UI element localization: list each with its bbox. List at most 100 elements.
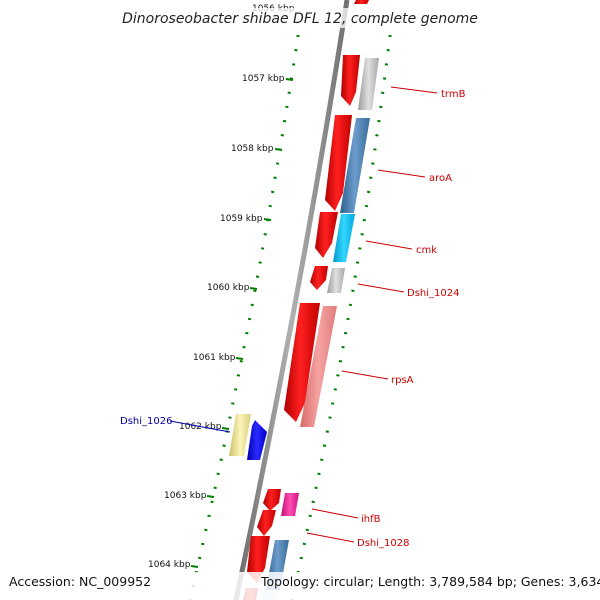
- cds-arrow: [263, 489, 281, 511]
- cds-arrow: [315, 212, 338, 258]
- scale-tick: [320, 458, 324, 461]
- scale-tick: [338, 360, 343, 363]
- scale-tick: [258, 261, 262, 264]
- scale-tick: [247, 317, 252, 321]
- scale-tick: [311, 500, 315, 504]
- scale-tick: [201, 542, 205, 546]
- scale-ticks-inner: [188, 34, 300, 600]
- scale-tick: [302, 542, 307, 546]
- scale-tick: [336, 374, 340, 377]
- gene-label-dshi1024: Dshi_1024: [407, 288, 459, 299]
- gene-label-dshi1028: Dshi_1028: [357, 538, 409, 549]
- topology-text: Topology: circular; Length: 3,789,584 bp…: [260, 574, 600, 589]
- gene-bar-trmB: [358, 58, 379, 110]
- scale-tick: [322, 444, 327, 447]
- scale-tick: [263, 233, 267, 236]
- kbp-label: 1058 kbp: [231, 144, 274, 154]
- scale-tick: [204, 528, 208, 532]
- scale-tick: [299, 556, 303, 560]
- scale-tick: [242, 345, 246, 349]
- leader-dshi1024: [357, 283, 405, 293]
- scale-tick: [346, 317, 350, 321]
- scale-tick: [275, 162, 280, 165]
- scale-tick: [233, 388, 238, 391]
- scale-tick: [362, 218, 366, 222]
- cds-features: [243, 0, 369, 600]
- cds-arrow: [257, 510, 276, 536]
- scale-tick: [280, 134, 284, 137]
- scale-tick: [261, 247, 265, 250]
- scale-tick: [305, 528, 309, 532]
- scale-tick: [228, 416, 232, 419]
- cds-arrow: [341, 55, 360, 106]
- scale-tick: [325, 430, 329, 433]
- scale-tick: [317, 472, 321, 476]
- leader-trmB: [390, 86, 438, 94]
- gene-label-cmk: cmk: [416, 245, 437, 256]
- gene-bar-cmk: [333, 214, 355, 262]
- scale-tick: [255, 275, 260, 278]
- scale-tick: [289, 77, 294, 80]
- leader-rpsA: [341, 370, 389, 380]
- scale-tick: [308, 514, 312, 518]
- cds-arrow: [325, 115, 352, 211]
- scale-tick: [207, 514, 211, 518]
- scale-tick: [282, 119, 287, 123]
- scale-tick: [285, 105, 289, 109]
- scale-tick: [358, 247, 362, 250]
- kbp-label: 1059 kbp: [220, 214, 263, 224]
- scale-tick: [253, 289, 257, 293]
- scale-tick: [328, 416, 332, 419]
- cds-arrow: [284, 303, 320, 422]
- gene-bar-rpsA: [300, 306, 337, 427]
- gene-label-dshi1026: Dshi_1026: [120, 416, 172, 427]
- gene-label-rpsA: rpsA: [391, 375, 414, 386]
- kbp-label: 1060 kbp: [207, 283, 250, 293]
- cds-arrow: [310, 266, 328, 290]
- scale-tick: [355, 261, 360, 264]
- scale-tick: [351, 289, 355, 292]
- scale-tick: [219, 458, 223, 462]
- cds-arrow-dshi1026: [247, 420, 267, 460]
- scale-tick: [287, 91, 291, 94]
- cds-arrow: [247, 536, 270, 583]
- scale-tick: [236, 374, 241, 377]
- gene-label-trmB: trmB: [441, 89, 466, 100]
- scale-tick: [364, 204, 369, 208]
- scale-tick: [271, 190, 275, 194]
- kbp-label: 1057 kbp: [242, 74, 285, 84]
- scale-tick: [333, 388, 337, 391]
- gene-labels: trmB aroA cmk Dshi_1024 rpsA Dshi_1026 i…: [120, 89, 466, 549]
- scale-tick: [343, 331, 348, 335]
- leader-dshi1028: [306, 532, 355, 543]
- scale-tick: [210, 500, 214, 504]
- scale-tick: [348, 303, 353, 307]
- scale-tick: [245, 331, 249, 335]
- genome-backbone: [233, 0, 350, 600]
- scale-tick: [268, 204, 272, 208]
- kbp-label: 1063 kbp: [164, 491, 207, 501]
- kbp-major-ticks: [190, 78, 294, 568]
- scale-tick: [330, 402, 335, 405]
- leader-ihfB: [311, 508, 359, 519]
- scale-tick: [273, 176, 277, 179]
- leader-aroA: [377, 169, 426, 178]
- gene-bar-ihfB: [281, 493, 299, 516]
- gene-label-aroA: aroA: [429, 173, 452, 184]
- scale-tick: [341, 345, 345, 349]
- cds-arrow: [354, 0, 369, 4]
- kbp-label: 1061 kbp: [193, 353, 236, 363]
- scale-tick: [213, 486, 217, 490]
- scale-tick: [239, 360, 243, 363]
- scale-tick: [216, 472, 220, 476]
- label-leaders: [169, 86, 438, 543]
- kbp-label-group: 1056 kbp 1057 kbp 1058 kbp 1059 kbp 1060…: [148, 4, 295, 570]
- gene-label-ihfB: ihfB: [361, 514, 381, 525]
- page-title: Dinoroseobacter shibae DFL 12, complete …: [122, 11, 478, 27]
- title-backdrop: [120, 8, 480, 28]
- scale-tick: [369, 176, 373, 179]
- footer-backdrop: [0, 572, 600, 600]
- leader-dshi1026: [169, 420, 231, 433]
- scale-tick: [222, 444, 226, 447]
